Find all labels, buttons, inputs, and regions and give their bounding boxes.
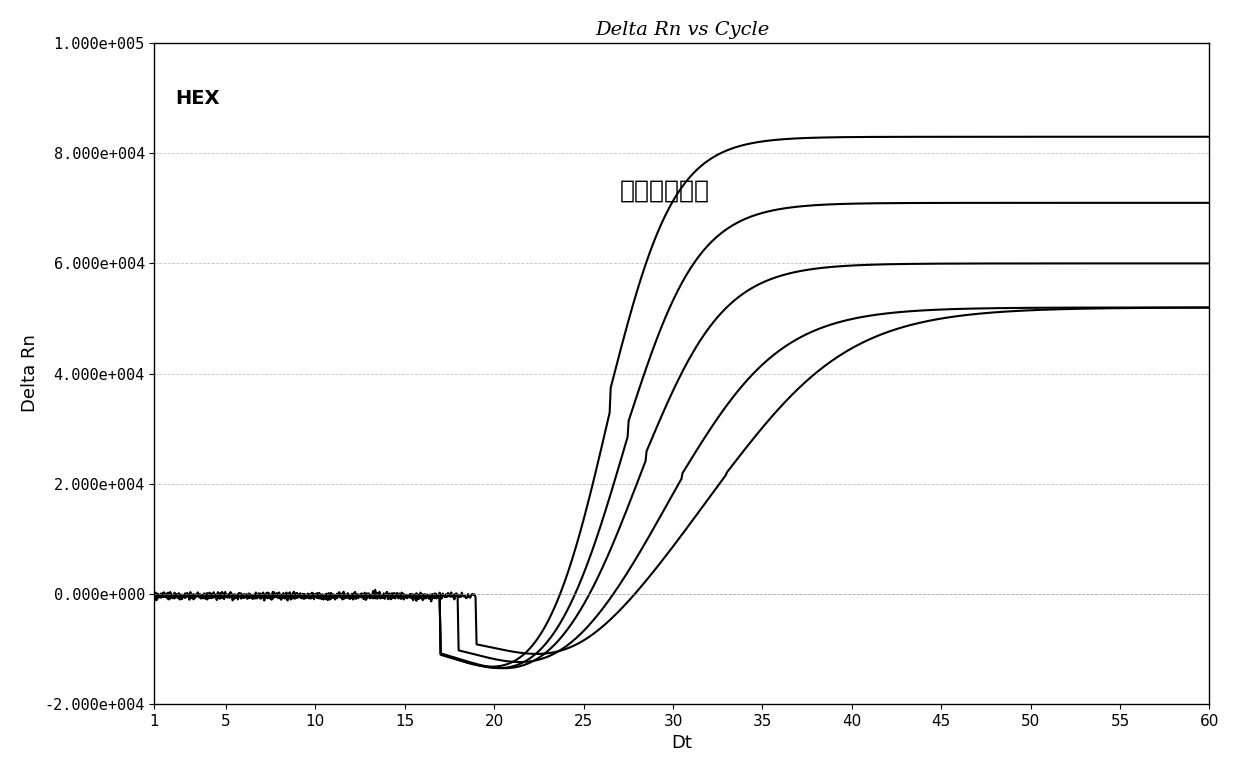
Text: HEX: HEX [176,90,219,108]
Y-axis label: Delta Rn: Delta Rn [21,335,38,413]
Text: 三个浓度样品: 三个浓度样品 [620,179,709,203]
Title: Delta Rn vs Cycle: Delta Rn vs Cycle [595,21,769,39]
X-axis label: Dt: Dt [672,734,692,752]
